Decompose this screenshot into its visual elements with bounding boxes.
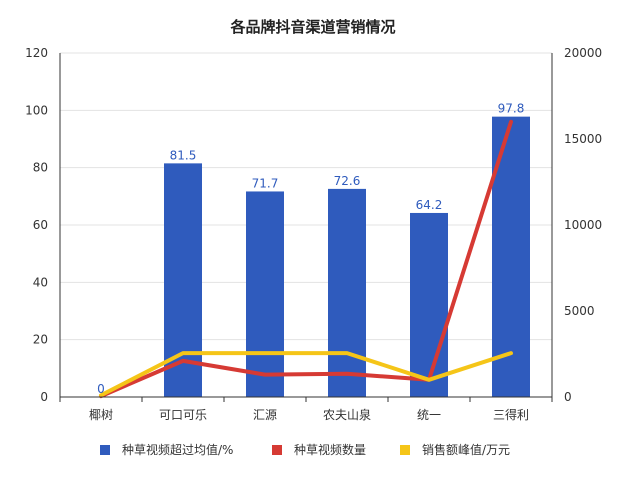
- bar[interactable]: [410, 212, 448, 397]
- y-right-tick-label: 0: [564, 390, 572, 404]
- y-left-tick-label: 40: [33, 275, 48, 289]
- legend-label[interactable]: 销售额峰值/万元: [422, 442, 510, 457]
- bar[interactable]: [328, 188, 366, 397]
- bar-data-label: 71.7: [252, 176, 279, 190]
- x-category-label: 三得利: [493, 407, 529, 422]
- y-left-tick-label: 0: [40, 390, 48, 404]
- x-category-label: 统一: [417, 408, 441, 422]
- x-category-label: 可口可乐: [159, 408, 207, 422]
- chart-title: 各品牌抖音渠道营销情况: [229, 18, 395, 36]
- x-category-label: 汇源: [253, 408, 277, 422]
- legend-label[interactable]: 种草视频超过均值/%: [122, 442, 233, 457]
- bar-data-label: 81.5: [170, 148, 197, 162]
- bar-data-label: 97.8: [498, 102, 525, 116]
- y-left-tick-label: 60: [33, 218, 48, 232]
- legend[interactable]: 种草视频超过均值/% 种草视频数量 销售额峰值/万元: [100, 442, 510, 457]
- grid-layer: [60, 52, 552, 398]
- y-right-tick-label: 5000: [564, 304, 595, 318]
- x-category-label: 农夫山泉: [323, 408, 371, 422]
- legend-swatch[interactable]: [400, 445, 410, 455]
- y-left-tick-label: 20: [33, 333, 48, 347]
- line-layer: [99, 119, 513, 399]
- bar-data-label: 0: [97, 382, 105, 396]
- legend-swatch[interactable]: [272, 445, 282, 455]
- y-right-tick-label: 10000: [564, 218, 602, 232]
- series-line[interactable]: [99, 119, 513, 399]
- y-left-tick-label: 100: [25, 103, 48, 117]
- x-category-label: 椰树: [89, 407, 113, 422]
- y-left-tick-label: 80: [33, 161, 48, 175]
- y-left-tick-label: 120: [25, 46, 48, 60]
- y-right-tick-label: 15000: [564, 132, 602, 146]
- series-line[interactable]: [99, 351, 513, 398]
- legend-label[interactable]: 种草视频数量: [294, 442, 366, 457]
- y-right-tick-label: 20000: [564, 46, 602, 60]
- bar[interactable]: [246, 191, 284, 397]
- label-layer: 0 81.5 71.7 72.6 64.2 97.8: [97, 102, 524, 396]
- bar-layer: [164, 116, 530, 397]
- axis-layer: 0 20 40 60 80 100 120 0 5000 10000 15000 20000 椰树 可口可…: [25, 46, 602, 422]
- bar-data-label: 64.2: [416, 198, 443, 212]
- bar-data-label: 72.6: [334, 174, 361, 188]
- legend-swatch[interactable]: [100, 445, 110, 455]
